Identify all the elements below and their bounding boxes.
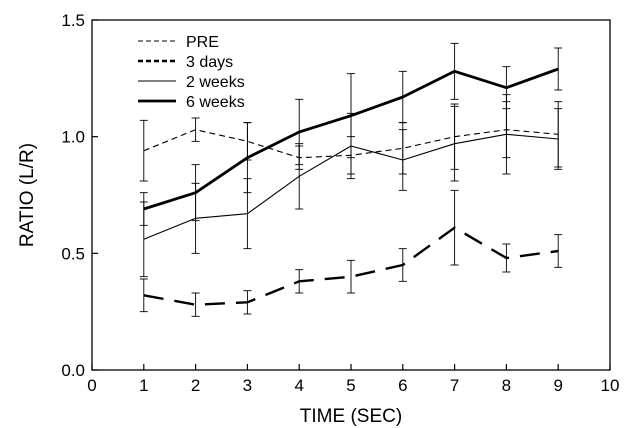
legend-label: 3 days: [186, 54, 233, 71]
plot-frame: [91, 19, 611, 371]
x-tick-label: 10: [601, 376, 620, 395]
x-tick-label: 3: [243, 376, 252, 395]
x-tick-label: 9: [553, 376, 562, 395]
series-line-1: [143, 226, 559, 306]
x-tick-label: 2: [191, 376, 200, 395]
series-line-0: [143, 129, 559, 159]
x-tick-label: 4: [294, 376, 303, 395]
y-tick-label: 0.5: [61, 244, 85, 263]
y-tick-label: 1.0: [61, 128, 85, 147]
y-axis-title: RATIO (L/R): [17, 143, 38, 247]
series-line-2: [143, 133, 559, 240]
legend-label: PRE: [186, 34, 219, 51]
series-line-3: [143, 67, 559, 211]
x-tick-label: 5: [346, 376, 355, 395]
x-tick-label: 7: [450, 376, 459, 395]
legend-label: 2 weeks: [186, 74, 245, 91]
x-axis-title: TIME (SEC): [300, 406, 402, 427]
legend-label: 6 weeks: [186, 94, 245, 111]
x-tick-label: 6: [398, 376, 407, 395]
x-tick-label: 8: [502, 376, 511, 395]
y-tick-label: 1.5: [61, 11, 85, 30]
x-tick-label: 1: [139, 376, 148, 395]
y-tick-label: 0.0: [61, 361, 85, 380]
x-tick-label: 0: [87, 376, 96, 395]
